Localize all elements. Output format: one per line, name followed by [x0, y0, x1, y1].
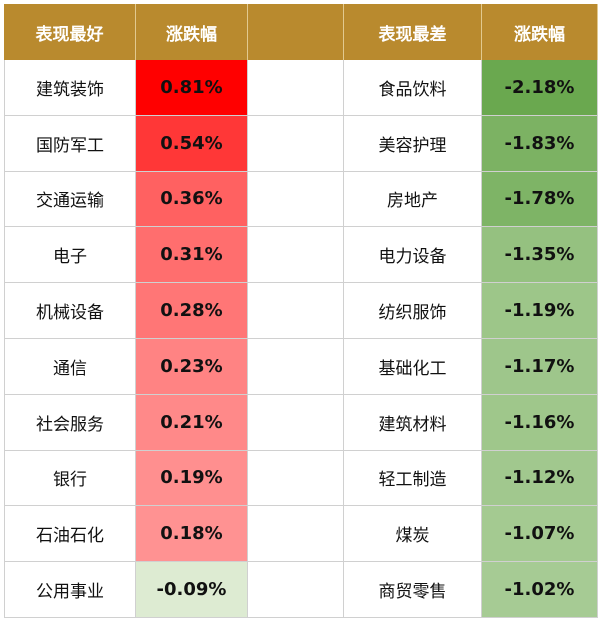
worst-sector-name: 建筑材料 — [344, 394, 482, 451]
best-sector-change: 0.23% — [136, 338, 248, 395]
best-sector-change: 0.28% — [136, 283, 248, 339]
worst-sector-name: 煤炭 — [344, 506, 482, 563]
best-sector-name: 银行 — [4, 450, 136, 507]
sector-performance-table: 表现最好 涨跌幅 表现最差 涨跌幅 建筑装饰 0.81% 食品饮料 -2.18% 国防军… — [4, 4, 598, 618]
worst-sector-change: -1.19% — [482, 283, 598, 339]
best-sector-name: 石油石化 — [4, 506, 136, 563]
best-sector-name: 电子 — [4, 227, 136, 284]
best-sector-name: 交通运输 — [4, 171, 136, 228]
best-sector-name: 国防军工 — [4, 115, 136, 172]
best-sector-name: 通信 — [4, 338, 136, 395]
worst-sector-name: 基础化工 — [344, 338, 482, 395]
worst-sector-name: 食品饮料 — [344, 60, 482, 116]
spacer-cell — [248, 60, 344, 116]
spacer-cell — [248, 338, 344, 395]
spacer-cell — [248, 115, 344, 172]
spacer-cell — [248, 450, 344, 507]
header-worst: 表现最差 — [344, 4, 482, 60]
worst-sector-change: -1.12% — [482, 450, 598, 507]
best-sector-change: 0.54% — [136, 115, 248, 172]
header-worst-change: 涨跌幅 — [482, 4, 598, 60]
spacer-cell — [248, 562, 344, 618]
worst-sector-name: 房地产 — [344, 171, 482, 228]
worst-sector-name: 美容护理 — [344, 115, 482, 172]
best-sector-change: 0.18% — [136, 506, 248, 563]
worst-sector-change: -1.78% — [482, 171, 598, 228]
header-spacer — [248, 4, 344, 60]
best-sector-change: -0.09% — [136, 562, 248, 618]
spacer-cell — [248, 227, 344, 284]
best-sector-change: 0.36% — [136, 171, 248, 228]
best-sector-change: 0.19% — [136, 450, 248, 507]
worst-sector-change: -2.18% — [482, 60, 598, 116]
spacer-cell — [248, 394, 344, 451]
best-sector-name: 建筑装饰 — [4, 60, 136, 116]
best-sector-name: 社会服务 — [4, 394, 136, 451]
worst-sector-change: -1.83% — [482, 115, 598, 172]
spacer-cell — [248, 283, 344, 339]
spacer-cell — [248, 171, 344, 228]
header-best-change: 涨跌幅 — [136, 4, 248, 60]
worst-sector-name: 电力设备 — [344, 227, 482, 284]
best-sector-name: 公用事业 — [4, 562, 136, 618]
best-sector-name: 机械设备 — [4, 283, 136, 339]
spacer-cell — [248, 506, 344, 563]
worst-sector-name: 商贸零售 — [344, 562, 482, 618]
worst-sector-name: 轻工制造 — [344, 450, 482, 507]
best-sector-change: 0.21% — [136, 394, 248, 451]
best-sector-change: 0.31% — [136, 227, 248, 284]
worst-sector-change: -1.17% — [482, 338, 598, 395]
worst-sector-change: -1.16% — [482, 394, 598, 451]
worst-sector-change: -1.35% — [482, 227, 598, 284]
best-sector-change: 0.81% — [136, 60, 248, 116]
worst-sector-name: 纺织服饰 — [344, 283, 482, 339]
worst-sector-change: -1.02% — [482, 562, 598, 618]
header-best: 表现最好 — [4, 4, 136, 60]
worst-sector-change: -1.07% — [482, 506, 598, 563]
